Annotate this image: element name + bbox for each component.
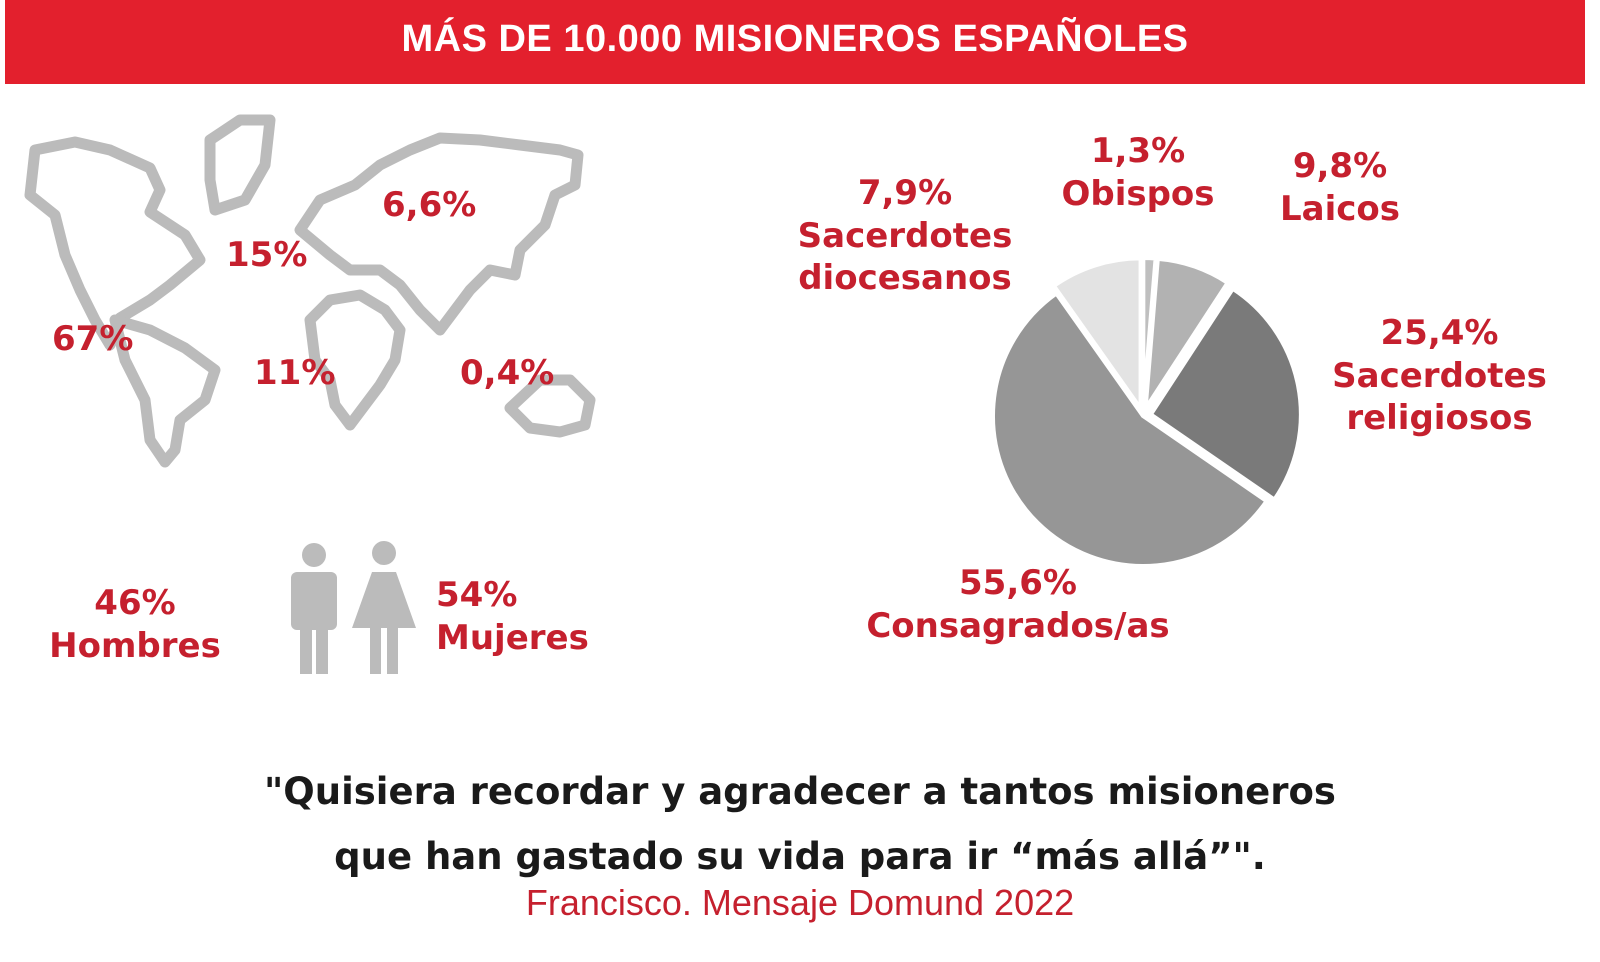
quote-line-2: que han gastado su vida para ir “más all…: [334, 834, 1266, 878]
map-eurasia: [294, 132, 584, 336]
pie-label-consagrados: 55,6% Consagrados/as: [838, 562, 1198, 647]
sr-pct: 25,4%: [1380, 313, 1499, 353]
pie-label-obispos: 1,3% Obispos: [1048, 130, 1228, 215]
obispos-pct: 1,3%: [1090, 131, 1186, 171]
page-title: MÁS DE 10.000 MISIONEROS ESPAÑOLES: [401, 18, 1189, 60]
woman-icon: [352, 541, 416, 674]
cons-pct: 55,6%: [959, 563, 1077, 603]
women-label: Mujeres: [436, 617, 589, 658]
map-south-america: [109, 314, 221, 468]
pie-slice-sacerdotes-religiosos: [1148, 286, 1303, 503]
laicos-name: Laicos: [1279, 188, 1400, 229]
map-label-oceania: 0,4%: [460, 353, 555, 393]
map-north-america: [24, 136, 206, 351]
pie-slice-consagrados-as: [991, 290, 1270, 568]
map-label-europa: 15%: [226, 235, 308, 275]
quote-line-1: "Quisiera recordar y agradecer a tantos …: [264, 770, 1336, 813]
pie-label-sacerdotes-religiosos: 25,4% Sacerdotes religiosos: [1322, 312, 1557, 440]
sd-pct: 7,9%: [857, 173, 953, 213]
header-banner: MÁS DE 10.000 MISIONEROS ESPAÑOLES: [5, 0, 1585, 84]
map-label-asia: 6,6%: [382, 185, 477, 225]
cons-name: Consagrados/as: [866, 605, 1170, 646]
men-pct: 46%: [94, 583, 176, 623]
map-label-america: 67%: [52, 319, 134, 359]
women-pct: 54%: [436, 575, 518, 615]
sr-name2: religiosos: [1346, 398, 1533, 438]
sd-name2: diocesanos: [798, 258, 1012, 298]
men-stat: 46% Hombres: [40, 582, 230, 667]
map-australia: [504, 374, 596, 438]
sr-name1: Sacerdotes: [1332, 355, 1547, 396]
pie-slice-laicos: [1051, 256, 1143, 415]
pie-slice-obispos: [1141, 256, 1158, 409]
sd-name1: Sacerdotes: [797, 215, 1013, 256]
obispos-name: Obispos: [1061, 173, 1215, 214]
map-africa: [304, 289, 406, 431]
world-map: [24, 114, 596, 468]
quote: "Quisiera recordar y agradecer a tantos …: [0, 760, 1600, 890]
pie-chart: [991, 256, 1303, 568]
pie-label-sacerdotes-diocesanos: 7,9% Sacerdotes diocesanos: [785, 172, 1025, 300]
map-greenland: [204, 114, 276, 216]
pie-label-laicos: 9,8% Laicos: [1265, 145, 1415, 230]
map-label-africa: 11%: [254, 353, 336, 393]
pie-slice-sacerdotes-diocesanos: [1143, 256, 1231, 410]
man-icon: [291, 543, 337, 674]
men-label: Hombres: [49, 625, 221, 666]
quote-attribution: Francisco. Mensaje Domund 2022: [525, 882, 1075, 923]
women-stat: 54% Mujeres: [436, 574, 589, 659]
laicos-pct: 9,8%: [1292, 146, 1388, 186]
